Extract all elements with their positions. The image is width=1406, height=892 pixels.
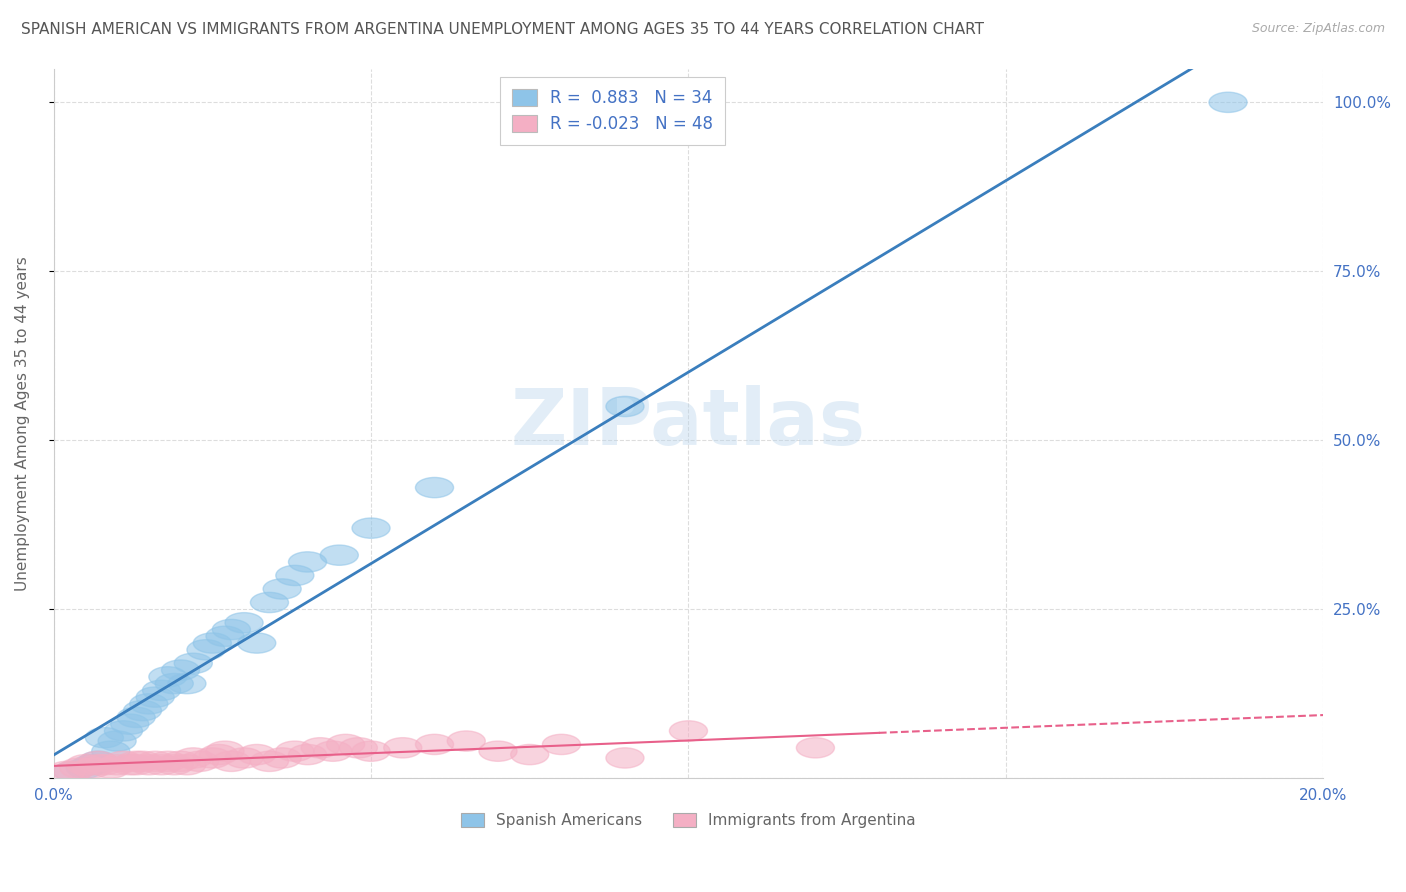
- Ellipse shape: [136, 751, 174, 772]
- Ellipse shape: [86, 755, 124, 775]
- Ellipse shape: [415, 734, 454, 755]
- Ellipse shape: [225, 747, 263, 768]
- Ellipse shape: [250, 751, 288, 772]
- Ellipse shape: [796, 738, 834, 758]
- Ellipse shape: [238, 633, 276, 653]
- Ellipse shape: [193, 633, 232, 653]
- Ellipse shape: [301, 738, 339, 758]
- Ellipse shape: [73, 758, 111, 778]
- Ellipse shape: [250, 592, 288, 613]
- Ellipse shape: [91, 741, 129, 762]
- Ellipse shape: [326, 734, 364, 755]
- Ellipse shape: [205, 741, 245, 762]
- Ellipse shape: [276, 566, 314, 585]
- Ellipse shape: [415, 477, 454, 498]
- Ellipse shape: [53, 762, 91, 781]
- Ellipse shape: [238, 745, 276, 764]
- Ellipse shape: [73, 755, 111, 775]
- Ellipse shape: [205, 626, 245, 647]
- Ellipse shape: [53, 762, 91, 781]
- Ellipse shape: [447, 731, 485, 751]
- Ellipse shape: [79, 751, 117, 772]
- Ellipse shape: [606, 396, 644, 417]
- Ellipse shape: [276, 741, 314, 762]
- Ellipse shape: [98, 755, 136, 775]
- Ellipse shape: [174, 653, 212, 673]
- Ellipse shape: [384, 738, 422, 758]
- Ellipse shape: [162, 660, 200, 681]
- Legend: Spanish Americans, Immigrants from Argentina: Spanish Americans, Immigrants from Argen…: [456, 807, 922, 834]
- Ellipse shape: [510, 745, 548, 764]
- Ellipse shape: [136, 687, 174, 707]
- Ellipse shape: [117, 751, 155, 772]
- Ellipse shape: [606, 747, 644, 768]
- Ellipse shape: [314, 741, 352, 762]
- Ellipse shape: [117, 755, 155, 775]
- Ellipse shape: [200, 745, 238, 764]
- Ellipse shape: [66, 758, 104, 778]
- Ellipse shape: [79, 751, 117, 772]
- Text: Source: ZipAtlas.com: Source: ZipAtlas.com: [1251, 22, 1385, 36]
- Ellipse shape: [104, 751, 142, 772]
- Ellipse shape: [117, 707, 155, 728]
- Ellipse shape: [79, 755, 117, 775]
- Ellipse shape: [187, 640, 225, 660]
- Ellipse shape: [543, 734, 581, 755]
- Ellipse shape: [288, 552, 326, 572]
- Ellipse shape: [48, 762, 86, 781]
- Ellipse shape: [129, 694, 167, 714]
- Ellipse shape: [155, 673, 193, 694]
- Ellipse shape: [669, 721, 707, 741]
- Text: SPANISH AMERICAN VS IMMIGRANTS FROM ARGENTINA UNEMPLOYMENT AMONG AGES 35 TO 44 Y: SPANISH AMERICAN VS IMMIGRANTS FROM ARGE…: [21, 22, 984, 37]
- Ellipse shape: [104, 721, 142, 741]
- Ellipse shape: [321, 545, 359, 566]
- Ellipse shape: [162, 751, 200, 772]
- Ellipse shape: [263, 579, 301, 599]
- Ellipse shape: [212, 751, 250, 772]
- Ellipse shape: [225, 613, 263, 633]
- Text: ZIPatlas: ZIPatlas: [510, 385, 866, 461]
- Ellipse shape: [155, 755, 193, 775]
- Ellipse shape: [124, 751, 162, 772]
- Ellipse shape: [149, 751, 187, 772]
- Ellipse shape: [352, 741, 389, 762]
- Ellipse shape: [174, 747, 212, 768]
- Ellipse shape: [142, 681, 180, 700]
- Ellipse shape: [129, 755, 167, 775]
- Ellipse shape: [111, 714, 149, 734]
- Ellipse shape: [1209, 92, 1247, 112]
- Ellipse shape: [60, 758, 98, 778]
- Y-axis label: Unemployment Among Ages 35 to 44 years: Unemployment Among Ages 35 to 44 years: [15, 256, 30, 591]
- Ellipse shape: [167, 755, 205, 775]
- Ellipse shape: [479, 741, 517, 762]
- Ellipse shape: [180, 751, 219, 772]
- Ellipse shape: [66, 755, 104, 775]
- Ellipse shape: [124, 700, 162, 721]
- Ellipse shape: [288, 745, 326, 764]
- Ellipse shape: [86, 728, 124, 747]
- Ellipse shape: [212, 619, 250, 640]
- Ellipse shape: [352, 518, 389, 538]
- Ellipse shape: [111, 755, 149, 775]
- Ellipse shape: [98, 731, 136, 751]
- Ellipse shape: [263, 747, 301, 768]
- Ellipse shape: [142, 755, 180, 775]
- Ellipse shape: [167, 673, 205, 694]
- Ellipse shape: [193, 747, 232, 768]
- Ellipse shape: [339, 738, 377, 758]
- Ellipse shape: [149, 666, 187, 687]
- Ellipse shape: [91, 758, 129, 778]
